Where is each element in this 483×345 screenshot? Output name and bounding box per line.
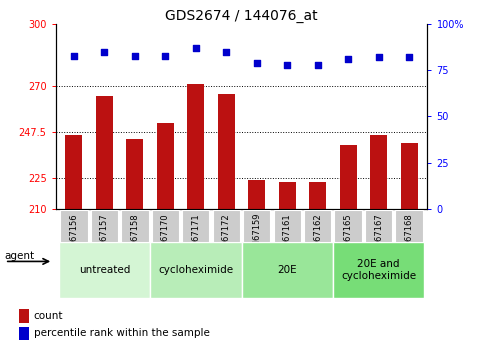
Text: agent: agent	[5, 251, 35, 261]
Title: GDS2674 / 144076_at: GDS2674 / 144076_at	[165, 9, 318, 23]
Text: untreated: untreated	[79, 265, 130, 275]
Text: cycloheximide: cycloheximide	[158, 265, 233, 275]
Bar	[66, 135, 82, 209]
Text: percentile rank within the sample: percentile rank within the sample	[34, 328, 210, 338]
Bar	[279, 182, 296, 209]
Point	[131, 53, 139, 58]
Point	[100, 49, 108, 55]
Bar	[152, 210, 179, 241]
Point	[284, 62, 291, 68]
Text: GSM67162: GSM67162	[313, 213, 322, 258]
Bar	[396, 210, 423, 241]
Bar	[127, 139, 143, 209]
Bar	[19, 309, 29, 323]
Bar	[401, 143, 417, 209]
Bar	[365, 210, 392, 241]
Bar	[340, 145, 356, 209]
Text: GSM67158: GSM67158	[130, 213, 139, 258]
Text: GSM67171: GSM67171	[191, 213, 200, 258]
Bar	[182, 210, 210, 241]
Point	[405, 55, 413, 60]
Bar	[333, 241, 425, 298]
Bar	[58, 241, 150, 298]
Bar	[273, 210, 301, 241]
Bar	[242, 241, 333, 298]
Bar	[96, 96, 113, 209]
Bar	[243, 210, 270, 241]
Point	[192, 46, 199, 51]
Bar	[304, 210, 331, 241]
Bar	[19, 327, 29, 340]
Bar	[218, 94, 235, 209]
Text: count: count	[34, 311, 63, 321]
Point	[344, 57, 352, 62]
Text: GSM67167: GSM67167	[374, 213, 383, 259]
Bar	[150, 241, 242, 298]
Bar	[121, 210, 149, 241]
Text: 20E and
cycloheximide: 20E and cycloheximide	[341, 259, 416, 281]
Text: GSM67172: GSM67172	[222, 213, 231, 258]
Text: GSM67159: GSM67159	[252, 213, 261, 258]
Bar	[60, 210, 87, 241]
Text: GSM67170: GSM67170	[161, 213, 170, 258]
Text: 20E: 20E	[277, 265, 297, 275]
Point	[375, 55, 383, 60]
Text: GSM67156: GSM67156	[70, 213, 78, 258]
Bar	[157, 122, 174, 209]
Bar	[248, 180, 265, 209]
Bar	[335, 210, 362, 241]
Point	[70, 53, 78, 58]
Text: GSM67157: GSM67157	[100, 213, 109, 258]
Point	[161, 53, 169, 58]
Bar	[187, 83, 204, 209]
Point	[253, 60, 261, 66]
Text: GSM67168: GSM67168	[405, 213, 413, 259]
Point	[314, 62, 322, 68]
Bar	[213, 210, 240, 241]
Bar	[309, 182, 326, 209]
Text: GSM67161: GSM67161	[283, 213, 292, 258]
Text: GSM67165: GSM67165	[344, 213, 353, 258]
Bar	[370, 135, 387, 209]
Point	[222, 49, 230, 55]
Bar	[91, 210, 118, 241]
